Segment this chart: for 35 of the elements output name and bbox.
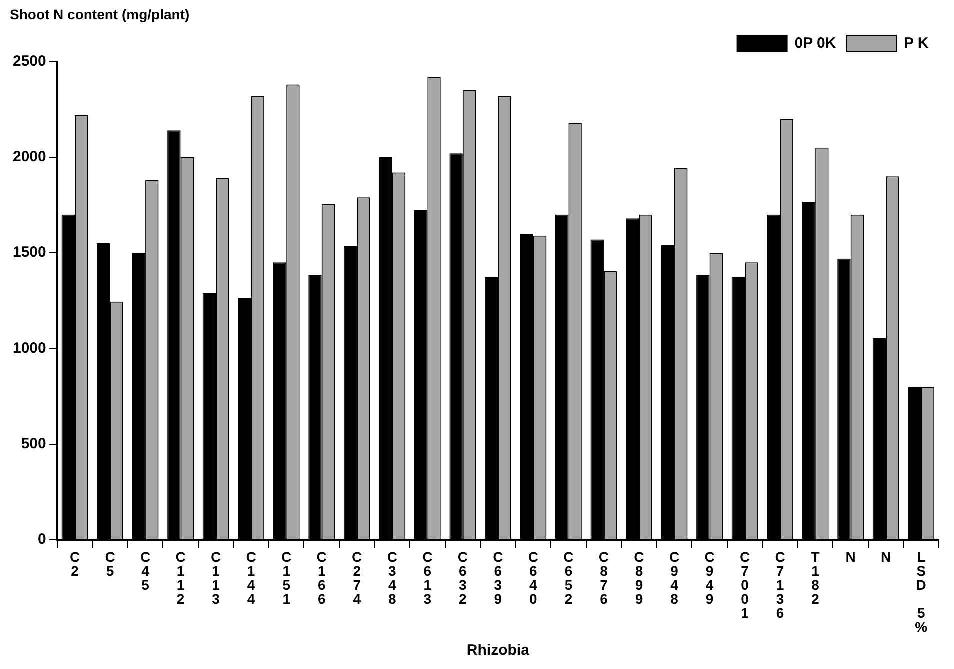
y-tick-label: 2000 xyxy=(12,148,46,166)
x-tick-label: C949 xyxy=(704,548,715,607)
x-tick-label: C640 xyxy=(528,548,539,607)
x-tick-label: C5 xyxy=(105,548,116,579)
x-tick-label: N xyxy=(846,548,856,565)
legend-label: P K xyxy=(904,34,929,52)
x-tick-label: C166 xyxy=(316,548,327,607)
x-tick-label: C2 xyxy=(70,548,80,579)
y-axis-title: Shoot N content (mg/plant) xyxy=(10,6,190,22)
x-tick-label: C348 xyxy=(387,548,398,607)
x-tick-label: C948 xyxy=(669,548,680,607)
x-tick-label: C7001 xyxy=(740,548,750,621)
y-tick-label: 500 xyxy=(21,436,46,452)
x-tick-label: C639 xyxy=(493,548,504,607)
y-tick-label: 0 xyxy=(38,531,46,548)
x-tick-label: C632 xyxy=(458,548,468,607)
x-tick-label: C652 xyxy=(564,548,574,607)
x-tick-label: C113 xyxy=(211,548,222,607)
y-tick-label: 2500 xyxy=(12,52,46,70)
x-tick-label: C112 xyxy=(176,548,186,607)
x-tick-label: C899 xyxy=(634,548,644,607)
legend-label: 0P 0K xyxy=(794,34,836,52)
x-tick-label: LSD 5% xyxy=(915,548,928,635)
x-tick-label: C144 xyxy=(246,548,256,607)
x-tick-label: C7136 xyxy=(775,548,786,621)
y-tick-label: 1500 xyxy=(12,244,46,262)
x-tick-label: C274 xyxy=(352,548,362,607)
x-axis-title: Rhizobia xyxy=(466,642,530,660)
x-tick-label: T182 xyxy=(811,548,820,607)
x-tick-label: C151 xyxy=(282,548,292,607)
x-tick-label: C613 xyxy=(422,548,433,607)
x-tick-label: C45 xyxy=(140,548,151,593)
x-tick-label: C876 xyxy=(598,548,610,607)
y-tick-label: 1000 xyxy=(12,340,46,357)
x-tick-label: N xyxy=(881,548,892,565)
